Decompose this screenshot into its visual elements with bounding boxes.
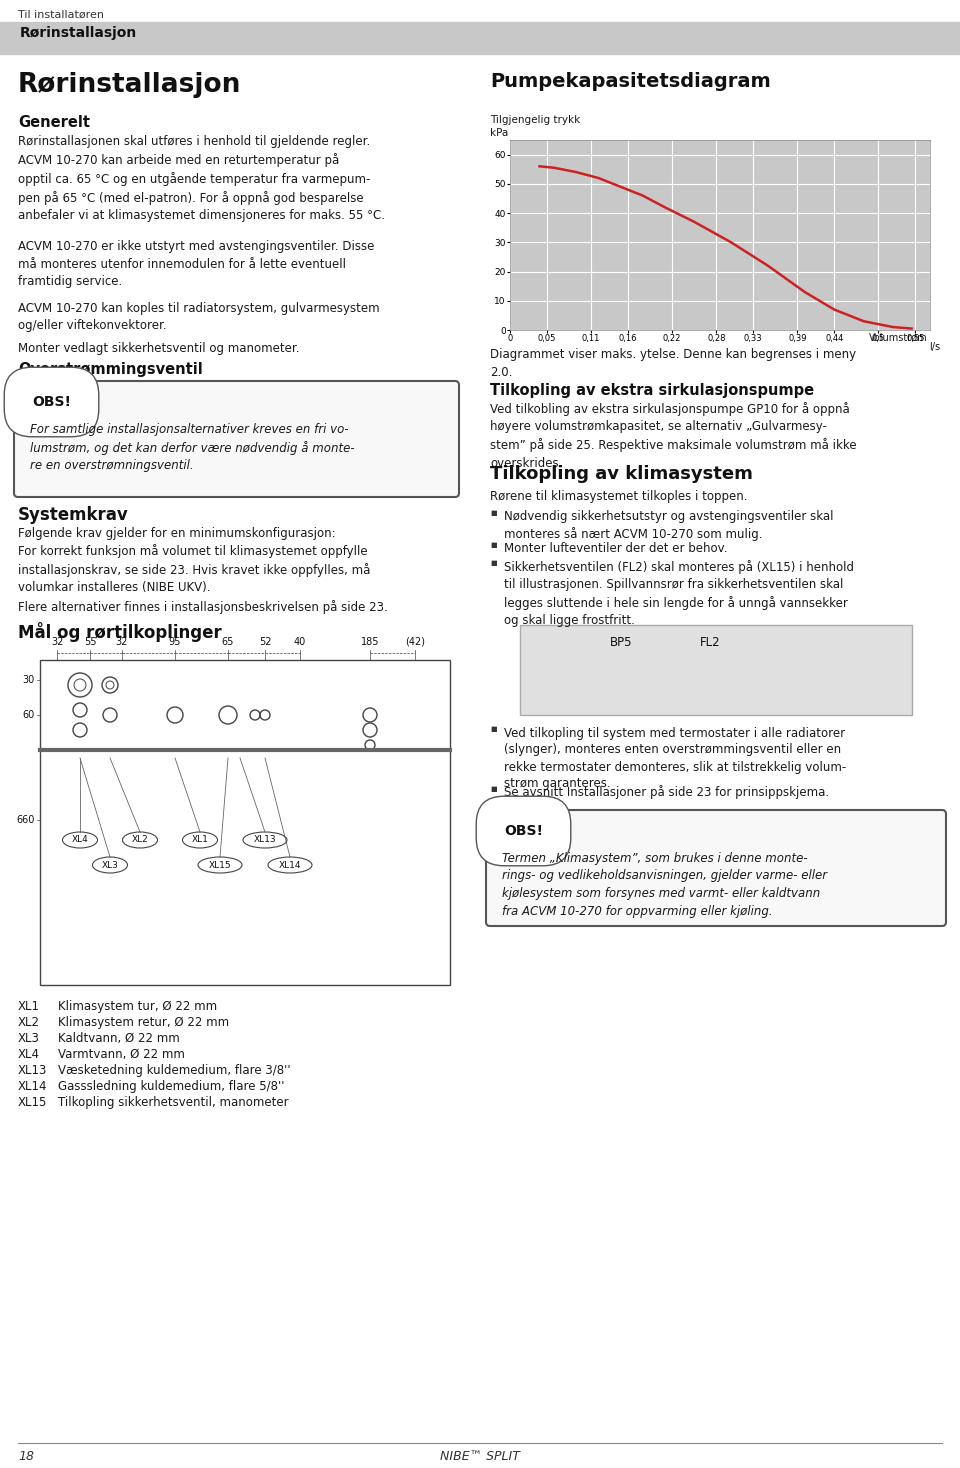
Text: 18: 18 (18, 1450, 34, 1464)
Text: XL1: XL1 (18, 1000, 40, 1013)
Text: Generelt: Generelt (18, 115, 90, 131)
Text: 55: 55 (84, 637, 96, 647)
Text: Diagrammet viser maks. ytelse. Denne kan begrenses i meny
2.0.: Diagrammet viser maks. ytelse. Denne kan… (490, 348, 856, 379)
Text: Pumpekapasitetsdiagram: Pumpekapasitetsdiagram (490, 72, 771, 91)
Text: Klimasystem retur, Ø 22 mm: Klimasystem retur, Ø 22 mm (58, 1016, 229, 1029)
Text: XL2: XL2 (132, 835, 149, 844)
Bar (40, 661, 450, 985)
Text: Tilkopling av ekstra sirkulasjonspumpe: Tilkopling av ekstra sirkulasjonspumpe (490, 383, 814, 398)
Text: ■: ■ (490, 785, 496, 791)
Text: Nødvendig sikkerhetsutstyr og avstengingsventiler skal
monteres så nært ACVM 10-: Nødvendig sikkerhetsutstyr og avstenging… (504, 509, 833, 542)
Text: XL3: XL3 (18, 1032, 40, 1045)
Text: Tilkopling sikkerhetsventil, manometer: Tilkopling sikkerhetsventil, manometer (58, 1097, 289, 1108)
FancyBboxPatch shape (486, 810, 946, 926)
Text: XL2: XL2 (18, 1016, 40, 1029)
Text: 185: 185 (361, 637, 379, 647)
Text: ■: ■ (490, 509, 496, 515)
Text: ■: ■ (490, 727, 496, 733)
Text: XL3: XL3 (102, 860, 118, 869)
Text: Til installatøren: Til installatøren (18, 10, 104, 21)
Text: Flere alternativer finnes i installasjonsbeskrivelsen på side 23.: Flere alternativer finnes i installasjon… (18, 600, 388, 614)
Text: Mål og rørtilkoplinger: Mål og rørtilkoplinger (18, 622, 222, 642)
Text: Ved tilkobling av ekstra sirkulasjonspumpe GP10 for å oppnå
høyere volumstrømkap: Ved tilkobling av ekstra sirkulasjonspum… (490, 402, 856, 470)
Text: XL13: XL13 (253, 835, 276, 844)
Text: Klimasystem tur, Ø 22 mm: Klimasystem tur, Ø 22 mm (58, 1000, 217, 1013)
Text: For samtlige installasjonsalternativer kreves en fri vo-
lumstrøm, og det kan de: For samtlige installasjonsalternativer k… (30, 423, 354, 473)
Text: XL15: XL15 (18, 1097, 47, 1108)
Bar (520, 624, 912, 715)
Text: Tilgjengelig trykk: Tilgjengelig trykk (490, 115, 580, 125)
Text: OBS!: OBS! (32, 395, 71, 410)
Text: Se avsnitt Installasjoner på side 23 for prinsippskjema.: Se avsnitt Installasjoner på side 23 for… (504, 785, 829, 800)
Text: ■: ■ (490, 561, 496, 567)
Text: NIBE™ SPLIT: NIBE™ SPLIT (440, 1450, 520, 1464)
Text: Systemkrav: Systemkrav (18, 506, 129, 524)
Text: Sikkerhetsventilen (FL2) skal monteres på (XL15) i henhold
til illustrasjonen. S: Sikkerhetsventilen (FL2) skal monteres p… (504, 561, 854, 627)
Text: 40: 40 (294, 637, 306, 647)
Text: (42): (42) (405, 637, 425, 647)
Text: 32: 32 (51, 637, 63, 647)
Bar (0, 22, 960, 54)
Text: XL4: XL4 (72, 835, 88, 844)
Text: Tilkopling av klimasystem: Tilkopling av klimasystem (490, 465, 753, 483)
Text: Monter lufteventiler der det er behov.: Monter lufteventiler der det er behov. (504, 542, 728, 555)
Text: Varmtvann, Ø 22 mm: Varmtvann, Ø 22 mm (58, 1048, 185, 1061)
FancyBboxPatch shape (14, 382, 459, 498)
Text: Gasssledning kuldemedium, flare 5/8'': Gasssledning kuldemedium, flare 5/8'' (58, 1080, 284, 1094)
Text: kPa: kPa (490, 128, 508, 138)
Text: 60: 60 (23, 711, 35, 719)
Text: Kaldtvann, Ø 22 mm: Kaldtvann, Ø 22 mm (58, 1032, 180, 1045)
Text: FL2: FL2 (700, 637, 721, 649)
Text: 660: 660 (16, 815, 35, 825)
Text: OBS!: OBS! (504, 824, 543, 838)
Text: 52: 52 (259, 637, 272, 647)
Text: 32: 32 (116, 637, 129, 647)
Text: ACVM 10-270 kan koples til radiatorsystem, gulvarmesystem
og/eller viftekonvekto: ACVM 10-270 kan koples til radiatorsyste… (18, 302, 379, 332)
Text: BP5: BP5 (610, 637, 633, 649)
Text: 65: 65 (222, 637, 234, 647)
Text: Termen „Klimasystem”, som brukes i denne monte-
rings- og vedlikeholdsanvisninge: Termen „Klimasystem”, som brukes i denne… (502, 851, 828, 918)
Text: For korrekt funksjon må volumet til klimasystemet oppfylle
installasjonskrav, se: For korrekt funksjon må volumet til klim… (18, 545, 371, 595)
Text: XL14: XL14 (18, 1080, 47, 1094)
Text: 30: 30 (23, 675, 35, 686)
Text: XL13: XL13 (18, 1064, 47, 1078)
Text: XL15: XL15 (208, 860, 231, 869)
Text: XL4: XL4 (18, 1048, 40, 1061)
Text: Overstrømmingsventil: Overstrømmingsventil (18, 363, 203, 377)
Text: l/s: l/s (929, 342, 940, 352)
Text: Rørene til klimasystemet tilkoples i toppen.: Rørene til klimasystemet tilkoples i top… (490, 490, 748, 504)
Text: XL14: XL14 (278, 860, 301, 869)
Text: Rørinstallasjon: Rørinstallasjon (18, 72, 241, 98)
Text: Følgende krav gjelder for en minimumskonfigurasjon:: Følgende krav gjelder for en minimumskon… (18, 527, 336, 540)
Text: ■: ■ (490, 542, 496, 548)
Text: Monter vedlagt sikkerhetsventil og manometer.: Monter vedlagt sikkerhetsventil og manom… (18, 342, 300, 355)
Text: 95: 95 (169, 637, 181, 647)
Text: Væsketedning kuldemedium, flare 3/8'': Væsketedning kuldemedium, flare 3/8'' (58, 1064, 291, 1078)
Text: ACVM 10-270 er ikke utstyrt med avstengingsventiler. Disse
må monteres utenfor i: ACVM 10-270 er ikke utstyrt med avstengi… (18, 239, 374, 288)
Text: Rørinstallasjonen skal utføres i henhold til gjeldende regler.
ACVM 10-270 kan a: Rørinstallasjonen skal utføres i henhold… (18, 135, 385, 222)
Text: XL1: XL1 (192, 835, 208, 844)
Text: Volumstrøm: Volumstrøm (870, 333, 928, 344)
Text: Ved tilkopling til system med termostater i alle radiatorer
(slynger), monteres : Ved tilkopling til system med termostate… (504, 727, 847, 790)
Text: Rørinstallasjon: Rørinstallasjon (20, 26, 137, 40)
